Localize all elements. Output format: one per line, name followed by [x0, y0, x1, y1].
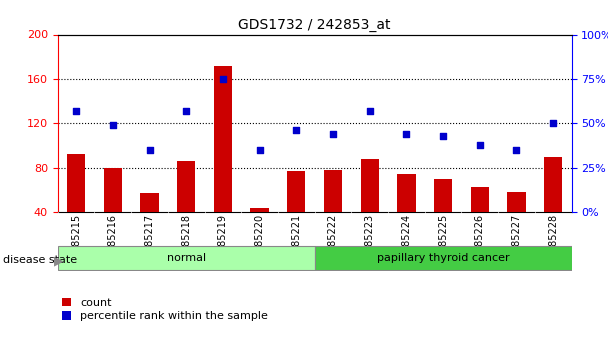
Bar: [67, 155, 85, 212]
Bar: [544, 157, 562, 212]
Point: [291, 128, 301, 133]
Text: normal: normal: [167, 253, 206, 263]
Point: [255, 147, 264, 153]
Text: papillary thyroid cancer: papillary thyroid cancer: [377, 253, 510, 263]
Point: [365, 108, 375, 114]
Point: [438, 133, 448, 139]
Bar: [397, 175, 415, 212]
Text: GSM85225: GSM85225: [438, 214, 448, 267]
Bar: [177, 161, 195, 212]
Point: [181, 108, 191, 114]
Point: [108, 122, 118, 128]
Title: GDS1732 / 242853_at: GDS1732 / 242853_at: [238, 18, 391, 32]
Point: [401, 131, 411, 137]
FancyBboxPatch shape: [58, 246, 315, 269]
Point: [328, 131, 338, 137]
Text: GSM85220: GSM85220: [255, 214, 264, 267]
Text: GSM85227: GSM85227: [511, 214, 522, 267]
Bar: [214, 66, 232, 212]
Text: GSM85224: GSM85224: [401, 214, 412, 267]
Text: GSM85217: GSM85217: [145, 214, 154, 267]
Bar: [507, 192, 526, 212]
Point: [218, 76, 228, 82]
Bar: [471, 187, 489, 212]
Text: disease state: disease state: [3, 256, 77, 265]
Text: GSM85221: GSM85221: [291, 214, 302, 267]
Point: [475, 142, 485, 147]
Bar: [361, 159, 379, 212]
Text: GSM85216: GSM85216: [108, 214, 118, 267]
Text: GSM85219: GSM85219: [218, 214, 228, 267]
Text: ▶: ▶: [54, 254, 63, 267]
Text: GSM85218: GSM85218: [181, 214, 191, 267]
Bar: [287, 171, 305, 212]
Bar: [324, 170, 342, 212]
Bar: [250, 208, 269, 212]
Point: [71, 108, 81, 114]
Point: [548, 121, 558, 126]
Text: GSM85223: GSM85223: [365, 214, 375, 267]
Text: GSM85215: GSM85215: [71, 214, 81, 267]
Point: [511, 147, 521, 153]
Legend: count, percentile rank within the sample: count, percentile rank within the sample: [58, 293, 272, 326]
Text: GSM85222: GSM85222: [328, 214, 338, 267]
Bar: [140, 193, 159, 212]
FancyBboxPatch shape: [315, 246, 572, 269]
Bar: [434, 179, 452, 212]
Point: [145, 147, 154, 153]
Bar: [103, 168, 122, 212]
Text: GSM85228: GSM85228: [548, 214, 558, 267]
Text: GSM85226: GSM85226: [475, 214, 485, 267]
